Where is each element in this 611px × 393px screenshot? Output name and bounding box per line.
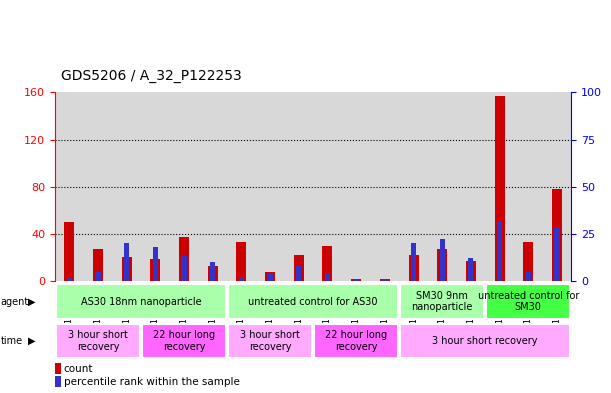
Bar [210,262,215,281]
Bar [170,92,199,281]
Text: ▶: ▶ [27,336,35,346]
Bar [399,92,428,281]
Bar [55,364,60,374]
Text: 22 hour long
recovery: 22 hour long recovery [153,330,215,352]
Bar [227,92,256,281]
Bar [239,277,244,281]
Bar [313,92,342,281]
Text: 22 hour long
recovery: 22 hour long recovery [325,330,387,352]
Bar [84,92,112,281]
Bar [342,92,370,281]
Text: SM30 9nm
nanoparticle: SM30 9nm nanoparticle [412,291,473,312]
Bar [543,92,571,281]
Bar [229,324,312,358]
Bar [93,249,103,281]
Bar [285,92,313,281]
Bar [323,246,332,281]
Bar [494,96,505,281]
Bar [64,222,75,281]
Bar [380,279,390,281]
Bar [95,272,101,281]
Bar [325,274,330,281]
Bar [428,92,456,281]
Text: untreated control for AS30: untreated control for AS30 [249,297,378,307]
Text: GDS5206 / A_32_P122253: GDS5206 / A_32_P122253 [61,68,242,83]
Text: agent: agent [1,297,29,307]
Text: untreated control for
SM30: untreated control for SM30 [478,291,579,312]
Bar [55,92,84,281]
Bar [523,242,533,281]
Text: percentile rank within the sample: percentile rank within the sample [64,376,240,387]
Bar [486,285,570,319]
Bar [268,274,273,281]
Bar [525,272,531,281]
Bar [485,92,514,281]
Bar [552,189,562,281]
Bar [400,285,484,319]
Bar [265,272,275,281]
Bar [456,92,485,281]
Bar [229,285,398,319]
Bar [141,92,170,281]
Bar [208,266,218,281]
Bar [55,376,60,387]
Bar [409,255,419,281]
Bar [122,257,132,281]
Bar [179,237,189,281]
Bar [112,92,141,281]
Bar [142,324,226,358]
Bar [314,324,398,358]
Text: AS30 18nm nanoparticle: AS30 18nm nanoparticle [81,297,202,307]
Bar [354,279,359,281]
Bar [411,243,416,281]
Bar [256,92,285,281]
Bar [437,249,447,281]
Bar [468,258,474,281]
Bar [56,324,140,358]
Text: 3 hour short recovery: 3 hour short recovery [433,336,538,346]
Text: ▶: ▶ [27,297,35,307]
Bar [351,279,361,281]
Text: count: count [64,364,93,374]
Bar [153,247,158,281]
Bar [199,92,227,281]
Bar [466,261,476,281]
Bar [382,279,387,281]
Bar [400,324,570,358]
Text: 3 hour short
recovery: 3 hour short recovery [240,330,300,352]
Bar [124,243,130,281]
Bar [294,255,304,281]
Bar [440,239,445,281]
Bar [56,285,226,319]
Bar [554,228,560,281]
Bar [67,277,72,281]
Bar [296,266,301,281]
Bar [497,220,502,281]
Bar [370,92,399,281]
Bar [150,259,161,281]
Bar [236,242,246,281]
Bar [514,92,543,281]
Bar [181,257,186,281]
Text: 3 hour short
recovery: 3 hour short recovery [68,330,128,352]
Text: time: time [1,336,23,346]
